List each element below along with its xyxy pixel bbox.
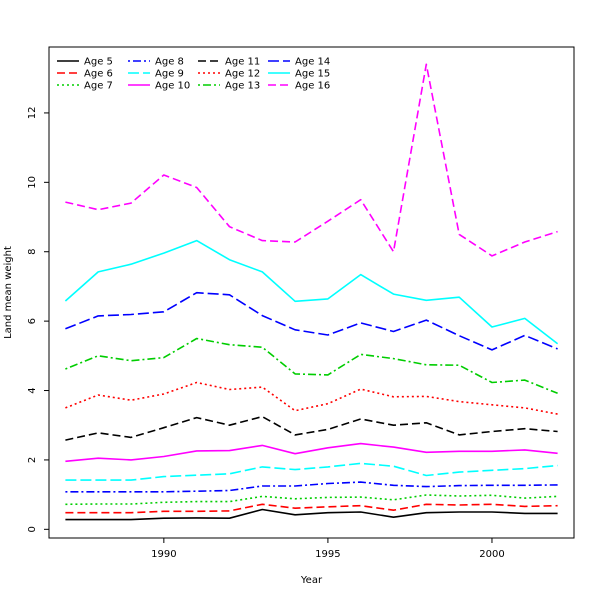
legend-label: Age 10 bbox=[155, 81, 190, 92]
legend-label: Age 13 bbox=[225, 81, 260, 92]
y-axis: 0 2 4 6 8 10 12 bbox=[27, 107, 49, 533]
plot-frame bbox=[48, 46, 575, 539]
series-line-age-5 bbox=[65, 508, 558, 521]
legend-label: Age 14 bbox=[295, 57, 330, 68]
legend-label: Age 11 bbox=[225, 57, 260, 68]
series-line-age-16 bbox=[65, 63, 558, 257]
y-tick-label: 10 bbox=[27, 176, 38, 189]
series-line-age-9 bbox=[65, 462, 558, 481]
series-line-age-15 bbox=[64, 239, 559, 345]
legend-label: Age 8 bbox=[155, 57, 184, 68]
legend-label: Age 7 bbox=[84, 81, 113, 92]
y-tick-label: 8 bbox=[27, 249, 38, 255]
legend-label: Age 16 bbox=[295, 81, 330, 92]
series-lines bbox=[64, 63, 559, 521]
legend-label: Age 6 bbox=[84, 69, 113, 80]
legend-label: Age 5 bbox=[84, 57, 113, 68]
x-axis: 1990 1995 2000 bbox=[151, 538, 505, 560]
x-tick-label: 1990 bbox=[151, 549, 176, 560]
series-line-age-6 bbox=[65, 503, 558, 514]
x-tick-label: 2000 bbox=[479, 549, 504, 560]
y-tick-label: 6 bbox=[27, 318, 38, 324]
series-line-age-14 bbox=[65, 291, 558, 351]
y-tick-label: 2 bbox=[27, 457, 38, 463]
y-tick-label: 12 bbox=[27, 107, 38, 120]
series-line-age-13 bbox=[65, 337, 558, 395]
y-tick-label: 0 bbox=[27, 526, 38, 532]
y-tick-label: 4 bbox=[27, 387, 38, 393]
series-line-age-12 bbox=[65, 381, 558, 415]
legend-label: Age 15 bbox=[295, 69, 330, 80]
legend-label: Age 9 bbox=[155, 69, 184, 80]
series-line-age-10 bbox=[65, 442, 558, 463]
series-line-age-7 bbox=[65, 494, 558, 506]
y-axis-title: Land mean weight bbox=[3, 246, 14, 339]
x-axis-title: Year bbox=[300, 575, 323, 586]
legend-label: Age 12 bbox=[225, 69, 260, 80]
series-line-age-8 bbox=[65, 481, 558, 493]
x-tick-label: 1995 bbox=[315, 549, 340, 560]
series-line-age-11 bbox=[65, 415, 558, 441]
